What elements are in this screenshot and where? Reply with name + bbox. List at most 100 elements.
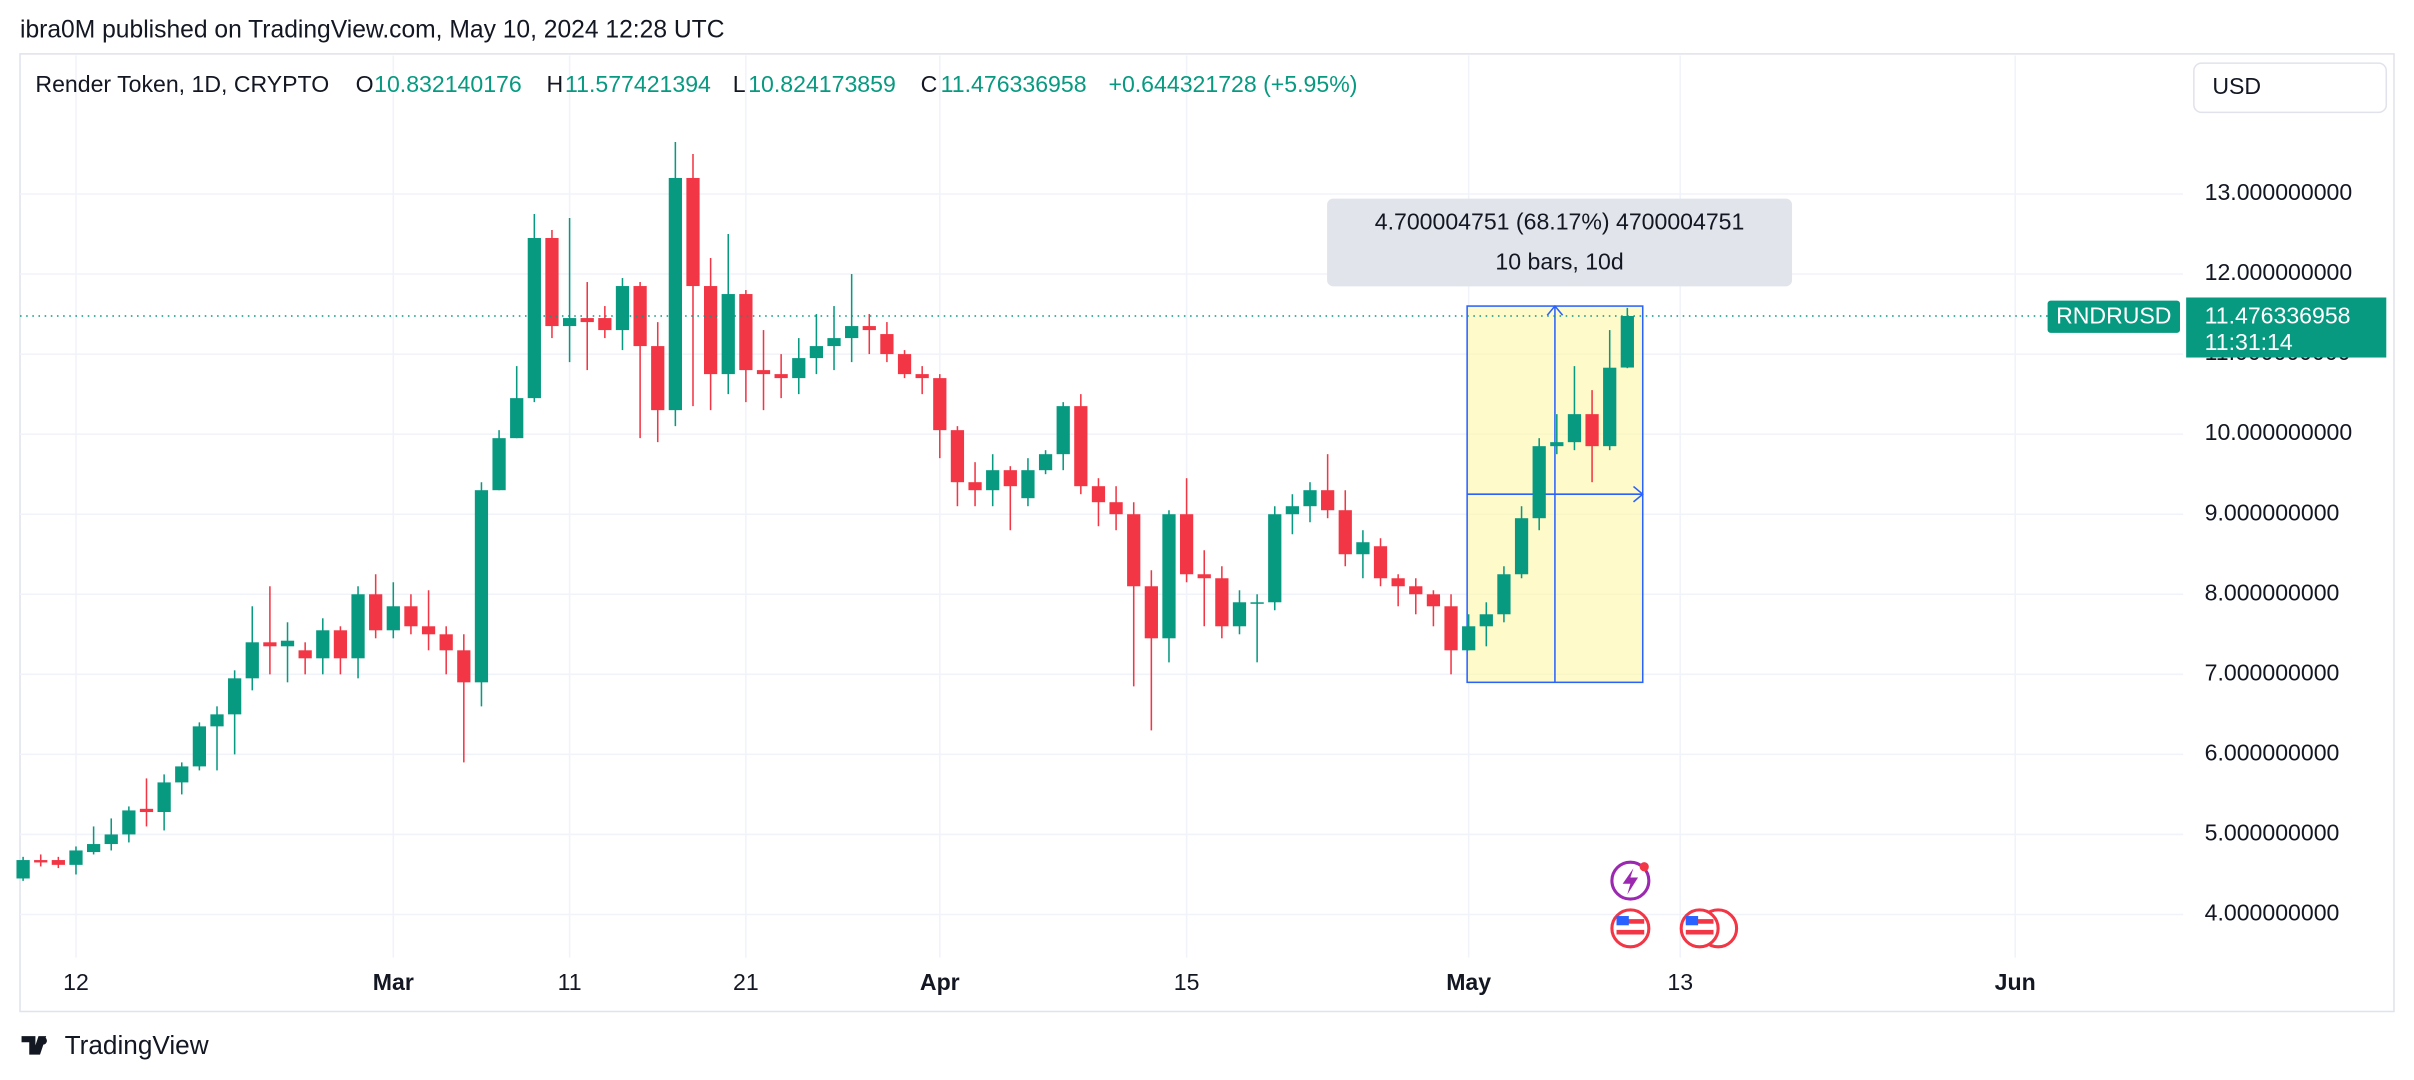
x-tick-label: 13 xyxy=(1667,969,1693,995)
candle-body xyxy=(1585,414,1599,447)
brand-logo xyxy=(39,1036,47,1045)
candle-body xyxy=(1338,510,1352,555)
candle-body xyxy=(51,860,65,865)
candle-body xyxy=(827,338,841,347)
candle-body xyxy=(369,594,383,631)
candle-body xyxy=(915,374,929,379)
candle-body xyxy=(157,782,171,813)
legend-key: H xyxy=(547,71,564,97)
candle-body xyxy=(34,860,48,863)
candle-body xyxy=(1162,514,1176,639)
candle-body xyxy=(1603,367,1617,447)
candle-body xyxy=(1514,518,1529,575)
candle-body xyxy=(104,834,118,845)
candle-body xyxy=(862,326,876,331)
y-tick-label: 9.000000000 xyxy=(2205,499,2340,525)
x-tick-label: 21 xyxy=(733,969,759,995)
measure-arrow xyxy=(1546,304,1564,316)
candle-body xyxy=(1109,502,1123,515)
candle-body xyxy=(175,766,189,783)
candle-body xyxy=(1074,406,1088,487)
candle-body xyxy=(474,490,489,683)
candles xyxy=(16,141,1634,881)
candle-body xyxy=(968,482,982,491)
candle-body xyxy=(651,346,665,411)
y-tick-label: 10.000000000 xyxy=(2205,419,2353,445)
candle-body xyxy=(1373,546,1388,579)
candle-body xyxy=(1479,614,1493,627)
candle-body xyxy=(421,626,436,635)
candle-body xyxy=(562,318,577,327)
candle-body xyxy=(1250,602,1264,604)
candle-body xyxy=(122,810,136,835)
y-tick-label: 5.000000000 xyxy=(2205,820,2340,846)
candle-body xyxy=(457,650,471,683)
candle-body xyxy=(1356,542,1370,555)
candle-body xyxy=(280,640,295,647)
countdown-label: 11:31:14 xyxy=(2205,329,2293,355)
candle-body xyxy=(668,177,682,411)
measure-tooltip xyxy=(1327,198,1793,287)
event-icon xyxy=(1685,916,1699,926)
chart-frame xyxy=(19,53,2395,1013)
candle-body xyxy=(933,378,947,431)
candle-body xyxy=(1038,454,1053,471)
y-tick-label: 7.000000000 xyxy=(2205,659,2340,685)
candle-body xyxy=(615,286,630,331)
event-icon xyxy=(1616,919,1645,924)
currency[interactable]: USD xyxy=(2212,73,2261,99)
legend-key: O xyxy=(356,71,374,97)
x-tick-label: 11 xyxy=(558,969,582,995)
candle-body xyxy=(351,594,365,659)
legend-key: C xyxy=(921,71,938,97)
candle-body xyxy=(1303,490,1317,507)
candle-body xyxy=(333,630,348,659)
currency-button[interactable] xyxy=(2193,62,2388,114)
event-icons xyxy=(1610,860,1739,949)
candle-body xyxy=(1215,578,1229,627)
candle-body xyxy=(774,374,788,379)
candle-body xyxy=(686,177,700,287)
candle-body xyxy=(1532,446,1546,519)
candle-body xyxy=(739,294,753,371)
legend: Render Token, 1D, CRYPTO O 10.832140176 … xyxy=(35,71,1357,97)
symbol: Render Token, 1D, CRYPTO xyxy=(35,71,329,97)
y-tick-label: 6.000000000 xyxy=(2205,739,2340,765)
legend-value: 10.832140176 xyxy=(374,71,522,97)
candle-body xyxy=(69,850,83,865)
brand: TradingView xyxy=(65,1030,209,1060)
measure-sublabel: 10 bars, 10d xyxy=(1495,248,1623,274)
candle-body xyxy=(263,642,277,647)
legend-value: 11.476336958 xyxy=(941,71,1087,97)
candle-body xyxy=(86,844,101,853)
measure-label: 4.700004751 (68.17%) 4700004751 xyxy=(1375,208,1745,234)
price-label: 11.476336958 xyxy=(2205,303,2351,329)
candle-body xyxy=(1550,442,1564,447)
x-tick-label: 12 xyxy=(63,969,89,995)
candle-body xyxy=(1144,586,1158,639)
y-tick-label: 13.000000000 xyxy=(2205,179,2353,205)
candle-body xyxy=(704,286,718,375)
grid: 4.000000000 5.000000000 6.000000000 7.00000… xyxy=(20,55,2353,995)
legend-value: 11.577421394 xyxy=(565,71,711,97)
candle-body xyxy=(1056,406,1070,455)
candle-body xyxy=(1232,602,1247,627)
event-icon xyxy=(1616,916,1629,926)
candle-body xyxy=(792,358,806,379)
candle-body xyxy=(1091,486,1106,503)
event-icon xyxy=(1639,862,1649,872)
candle-body xyxy=(404,606,418,627)
ticker-tag xyxy=(2047,300,2180,333)
event-icon xyxy=(1622,868,1639,895)
candle-body xyxy=(298,650,312,659)
candle-body xyxy=(1444,606,1458,651)
candle-body xyxy=(580,318,594,323)
candle-body xyxy=(1197,574,1211,579)
price-tag xyxy=(2186,297,2387,358)
candle-body xyxy=(228,678,242,715)
legend-change: +0.644321728 (+5.95%) xyxy=(1108,71,1357,97)
candle-body xyxy=(139,808,154,813)
event-icon xyxy=(1616,929,1645,935)
